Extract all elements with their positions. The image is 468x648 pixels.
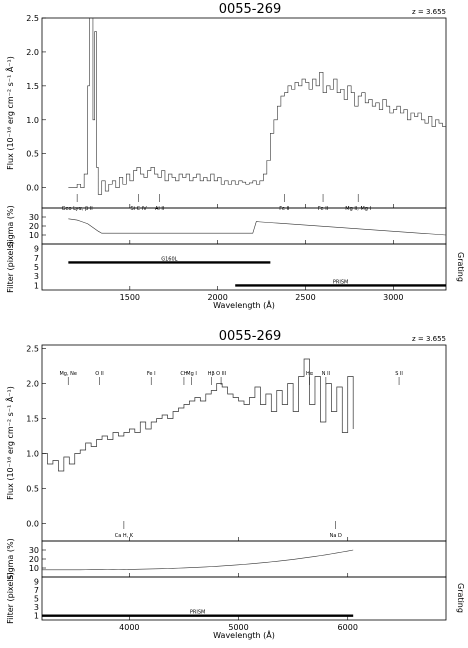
line-id-label: Fe II [279,206,289,212]
flux-ytick-label: 0.0 [26,520,39,529]
xtick-label: 2500 [295,293,315,302]
xtick-label: 2000 [207,293,227,302]
panel1-grating-label: Grating [456,252,465,282]
sigma-ytick-label: 10 [29,231,39,240]
line-id-label: O III [216,371,226,377]
sigma-ytick-label: 20 [29,222,39,231]
panel2-flux-yticks: 0.0 0.5 1.0 1.5 2.0 2.5 [26,345,46,529]
panel1-flux-frame [41,17,447,209]
panel2-xlabel: Wavelength (Å) [213,629,275,640]
panel2-sigma-curve [42,549,354,571]
line-id-label: N II [322,371,330,377]
panel1-filter-ylabel: Filter (pixels) [6,241,15,293]
flux-ytick-label: 0.5 [26,150,39,159]
sigma-ytick-label: 30 [29,546,39,555]
grating-label: G160L [161,256,177,262]
filter-ytick-label: 5 [34,595,39,604]
line-id-label: Mg I [186,371,197,377]
xtick-label: 4000 [119,623,139,632]
line-id-label: O II [95,371,103,377]
panel2-title: 0055-269 [219,329,282,344]
line-id-label: Na D [330,533,342,539]
line-id-label: CH [180,371,187,377]
line-id-label: Mg, Ne [59,371,76,377]
flux-ytick-label: 2.5 [26,345,39,354]
panel2-flux-spectrum [42,358,354,472]
line-id-label: Ca H, K [115,533,134,539]
filter-ytick-label: 5 [34,263,39,272]
line-id-label: Si C IV [131,206,148,212]
panel1-redshift: z = 3.655 [412,8,446,16]
xtick-label: 1500 [120,293,140,302]
line-id-label: Fe I [147,371,156,377]
line-id-label: Fe II [318,206,328,212]
filter-ytick-label: 9 [34,577,39,586]
filter-ytick-label: 7 [34,254,39,263]
panel1-sigma-ylabel: Sigma (%) [6,205,15,246]
filter-ytick-label: 9 [34,245,39,254]
flux-ytick-label: 2.0 [26,380,39,389]
filter-ytick-label: 3 [34,272,39,281]
xtick-label: 6000 [338,623,358,632]
panel1-xticks: 1500 2000 2500 3000 [120,204,403,302]
panel1-flux-yticks: 0.0 0.5 1.0 1.5 2.0 2.5 [26,14,46,193]
panel2-filter-ylabel: Filter (pixels) [6,572,15,624]
line-id-label: Mg II, Mg I [345,206,371,212]
flux-ytick-label: 2.5 [26,14,39,23]
panel1-line-ids: Geo Lyα, β II Si C IV Al II Fe II Fe II Mg II… [62,194,371,212]
filter-ytick-label: 7 [34,586,39,595]
panel2-flux-ylabel: Flux (10⁻¹⁶ erg cm⁻² s⁻¹ Å⁻¹) [4,386,15,500]
line-id-label: Al II [155,206,164,212]
sigma-ytick-label: 10 [29,564,39,573]
flux-ytick-label: 1.0 [26,116,39,125]
flux-ytick-label: 1.5 [26,82,39,91]
line-id-label: Geo Lyα, β II [62,206,93,212]
flux-ytick-label: 0.5 [26,485,39,494]
panel1-flux-spectrum [68,17,446,195]
line-id-label: Hβ [208,371,215,377]
sigma-ytick-label: 20 [29,555,39,564]
panel2-xticks: 4000 5000 6000 [119,537,358,632]
panel1-xlabel: Wavelength (Å) [213,299,275,310]
flux-ytick-label: 1.0 [26,450,39,459]
panel1-gratings: G160L PRISM [68,256,446,287]
flux-ytick-label: 0.0 [26,184,39,193]
xtick-label: 5000 [228,623,248,632]
filter-ytick-label: 1 [34,281,39,290]
panel1-sigma-curve [68,218,447,236]
line-id-label: S II [395,371,403,377]
xtick-label: 3000 [383,293,403,302]
sigma-ytick-label: 30 [29,213,39,222]
panel1-flux-ylabel: Flux (10⁻¹⁶ erg cm⁻² s⁻¹ Å⁻¹) [4,56,15,170]
flux-ytick-label: 1.5 [26,415,39,424]
panel2-grating-label: Grating [456,583,465,613]
panel2-redshift: z = 3.655 [412,335,446,343]
filter-ytick-label: 3 [34,603,39,612]
panel2-sigma-frame [41,540,447,578]
panel1-title: 0055-269 [219,2,282,17]
panel2-sigma-ylabel: Sigma (%) [6,538,15,579]
panel1-sigma-frame [41,207,447,245]
grating-label: PRISM [333,279,348,285]
panel1-filter-frame [41,243,447,291]
flux-ytick-label: 2.0 [26,48,39,57]
filter-ytick-label: 1 [34,612,39,621]
panel2-gratings: PRISM [42,610,354,617]
panel2-filter-frame [41,576,447,621]
grating-label: PRISM [190,610,205,616]
